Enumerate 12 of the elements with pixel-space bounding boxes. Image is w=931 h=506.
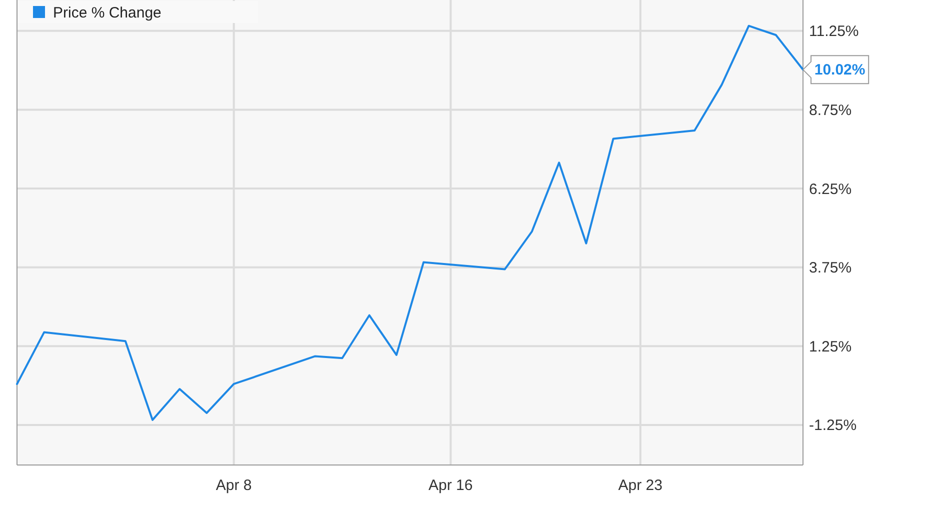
- x-tick-label: Apr 16: [428, 477, 473, 494]
- x-tick-label: Apr 23: [618, 477, 662, 494]
- x-tick-label: Apr 8: [216, 477, 252, 494]
- data-label: 10.02%: [814, 62, 866, 79]
- y-tick-label: 6.25%: [809, 180, 852, 198]
- y-tick-label: 8.75%: [809, 102, 852, 119]
- line-series: [16, 24, 804, 421]
- y-tick-label: 3.75%: [809, 260, 852, 277]
- y-tick-label: -1.25%: [809, 417, 857, 434]
- legend-label: Price % Change: [53, 4, 162, 22]
- y-tick-label: 1.25%: [809, 338, 852, 356]
- y-tick-label: 11.25%: [809, 23, 859, 40]
